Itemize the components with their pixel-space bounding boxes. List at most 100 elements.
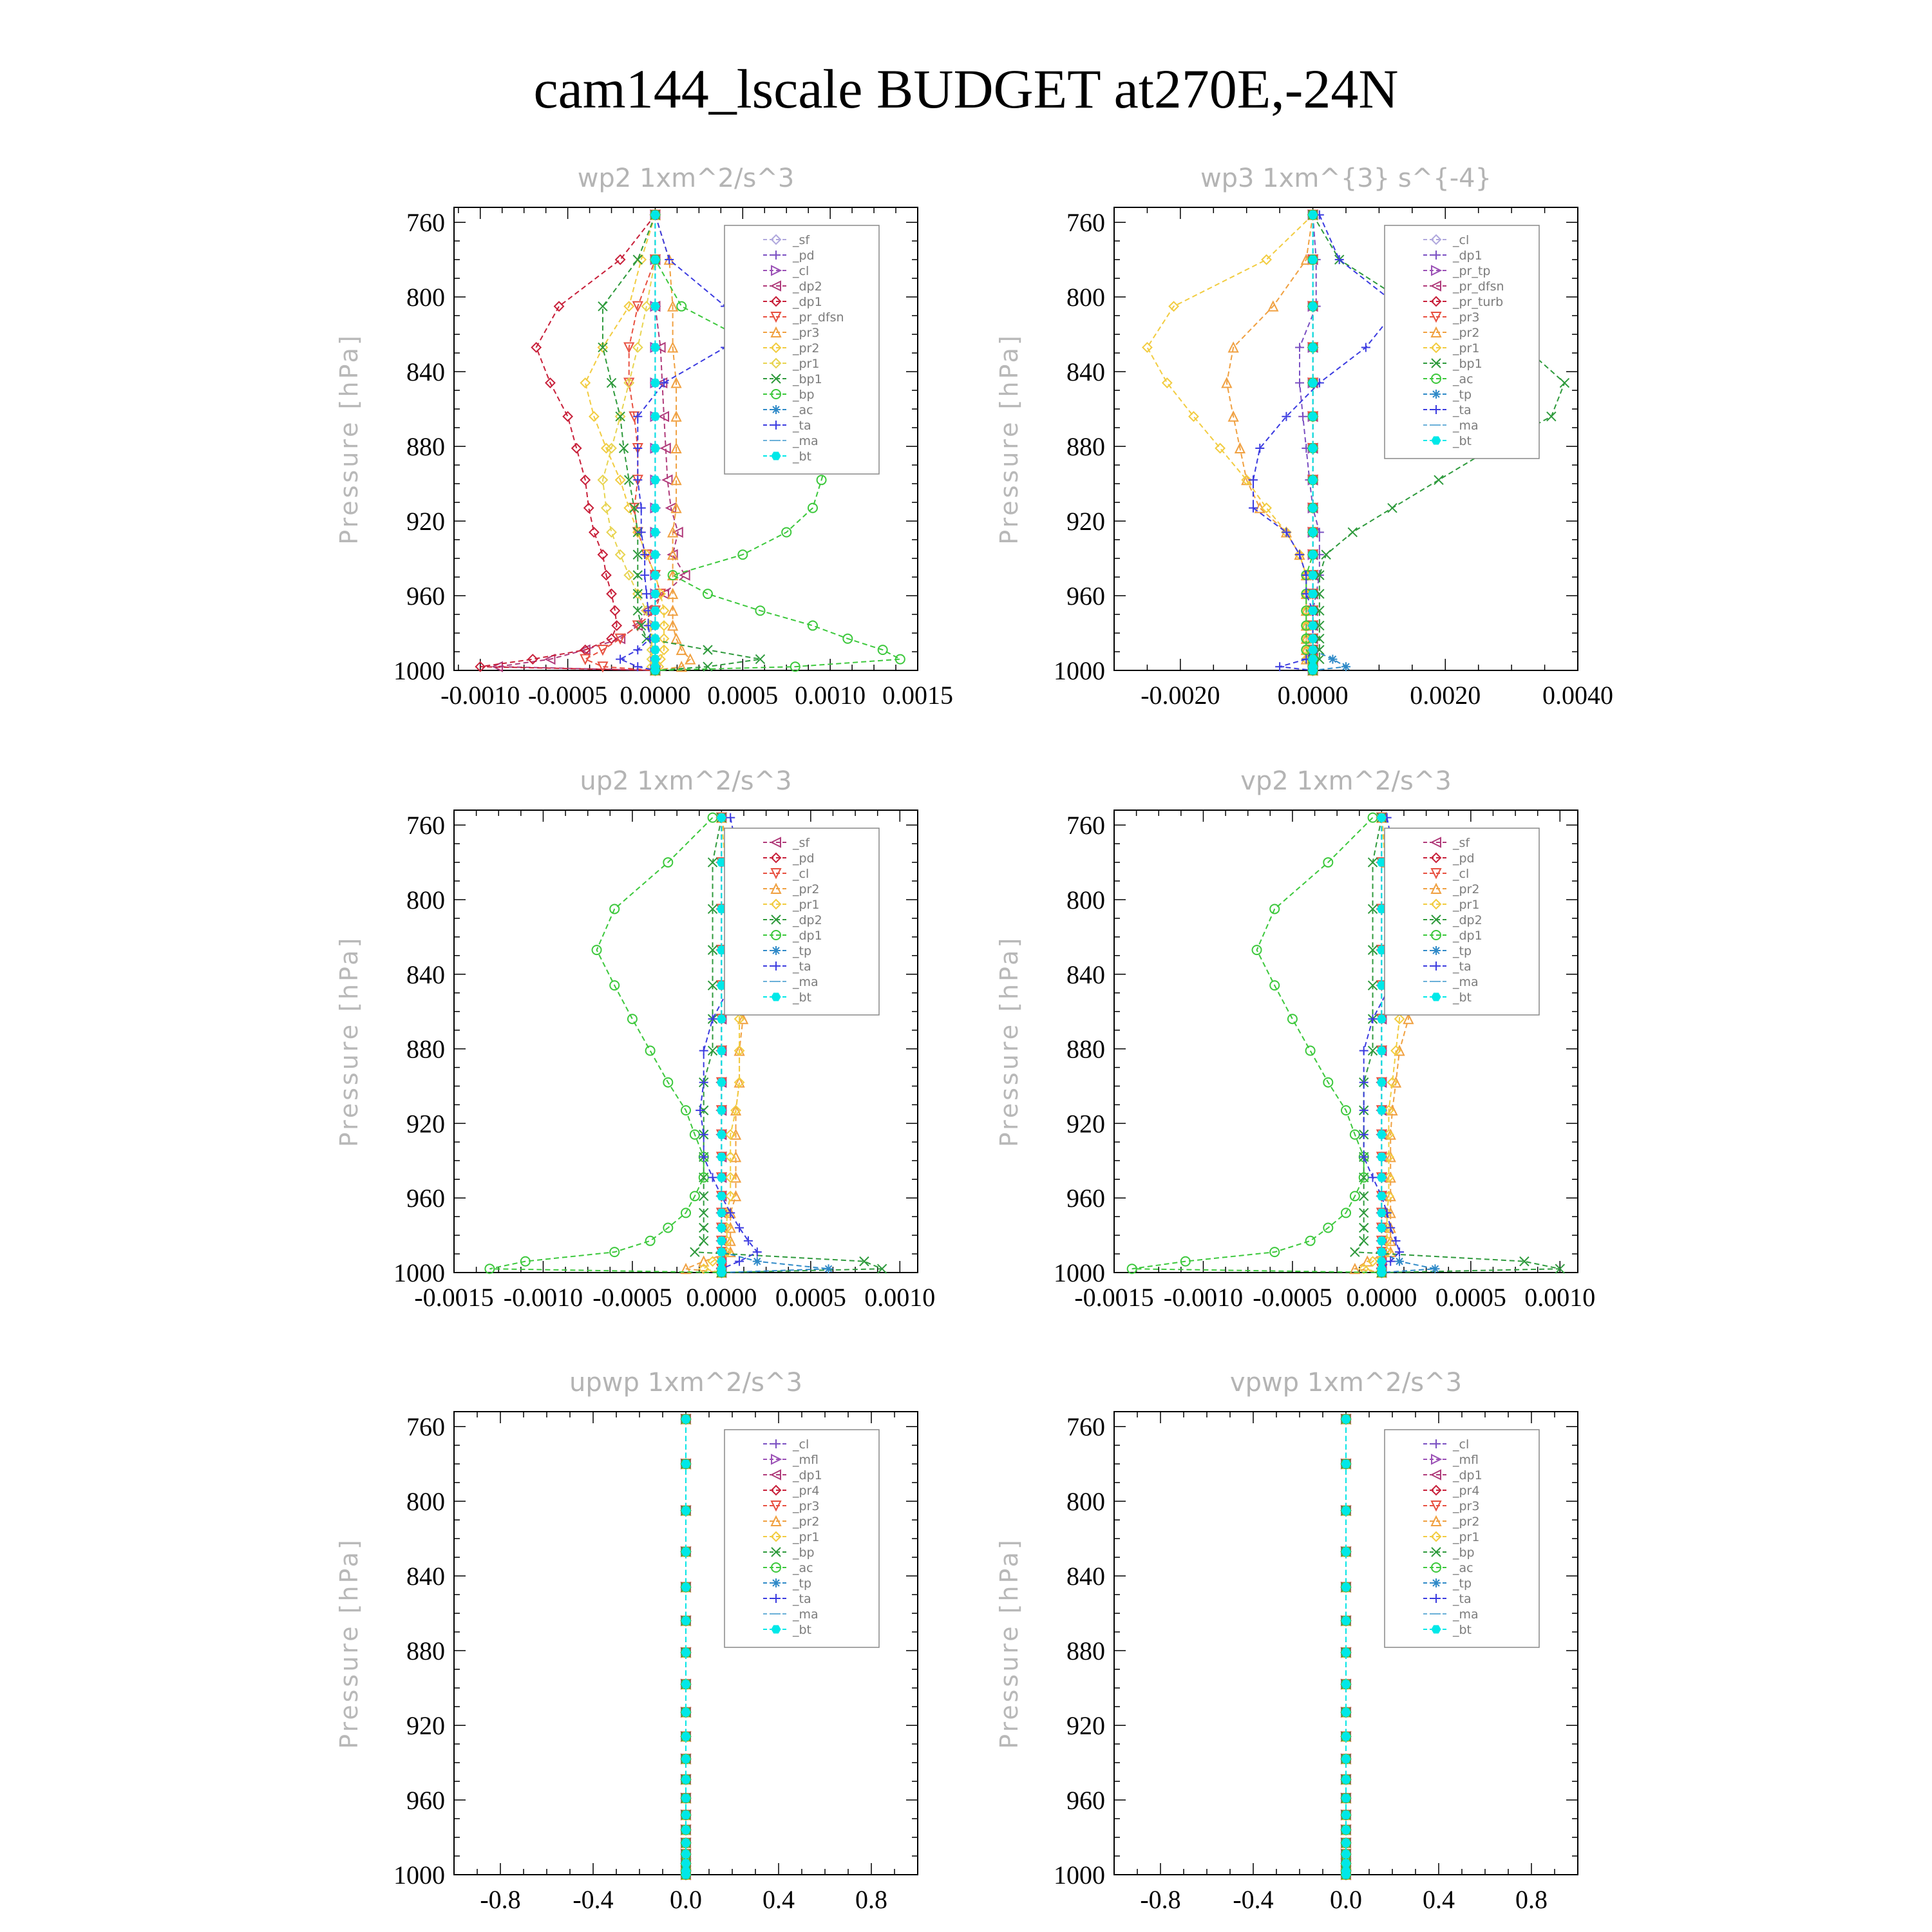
data-point <box>698 1263 710 1274</box>
data-point <box>681 1680 691 1689</box>
panel-title: wp2 1xm^2/s^3 <box>578 164 795 193</box>
legend-label: _ma <box>1452 419 1479 433</box>
x-tick-label: -0.8 <box>480 1885 520 1914</box>
data-point <box>632 301 643 312</box>
data-point <box>681 1870 691 1879</box>
legend-marker <box>1430 1469 1441 1481</box>
legend-marker <box>1431 914 1441 925</box>
y-axis-label: Pressure [hPa] <box>335 936 363 1148</box>
x-tick-label: -0.0020 <box>1141 681 1220 710</box>
y-tick-label: 840 <box>1066 960 1105 989</box>
data-point <box>614 549 626 560</box>
data-point <box>1367 980 1378 990</box>
data-point <box>1359 1106 1368 1115</box>
data-point <box>1323 1077 1334 1088</box>
data-point <box>623 342 635 354</box>
data-point <box>681 1208 691 1218</box>
data-point <box>755 654 766 665</box>
data-point <box>699 1077 708 1087</box>
data-point <box>716 858 726 867</box>
legend-label: _sf <box>792 836 810 850</box>
data-point <box>632 620 643 632</box>
legend-label: _pd <box>1452 851 1475 866</box>
legend-label: _bt <box>1452 1623 1472 1637</box>
data-point <box>681 1850 691 1859</box>
data-point <box>1314 620 1325 631</box>
legend-label: _tp <box>1452 388 1472 402</box>
legend-label: _bt <box>792 990 811 1005</box>
data-point <box>1341 1708 1351 1717</box>
data-point <box>1341 1506 1351 1515</box>
x-tick-label: 0.0015 <box>882 681 953 710</box>
data-point <box>1341 1680 1351 1689</box>
y-tick-label: 1000 <box>1054 656 1105 685</box>
x-tick-label: 0.0010 <box>1524 1283 1595 1312</box>
data-point <box>895 654 905 665</box>
data-point <box>645 1235 656 1246</box>
legend: _sf_pd_cl_pr2 _pr1_dp2 _dp1_tp _ta_ma_bt <box>724 828 880 1016</box>
legend-marker <box>1431 992 1441 1001</box>
data-point <box>716 1268 726 1277</box>
data-point <box>707 904 718 914</box>
legend-marker <box>772 405 781 414</box>
data-point <box>716 1130 726 1139</box>
data-point <box>816 475 827 486</box>
data-point <box>632 620 643 632</box>
series-bt <box>1376 813 1387 1277</box>
data-point <box>667 341 679 353</box>
data-point <box>1358 1236 1369 1246</box>
x-tick-label: -0.4 <box>1233 1885 1273 1914</box>
data-point <box>716 1247 726 1256</box>
legend: _sf_pd_cl_dp2_dp1_pr_dfsn_pr3_pr2_pr1_bp… <box>724 225 880 475</box>
data-point <box>1350 1247 1360 1257</box>
legend-marker <box>1432 390 1441 399</box>
legend-label: _pr1 <box>1452 898 1479 912</box>
data-point <box>545 377 556 388</box>
data-point <box>681 1616 691 1625</box>
data-point <box>614 411 626 422</box>
legend-label: _pr1 <box>792 898 819 912</box>
x-tick-label: -0.8 <box>1140 1885 1180 1914</box>
data-point <box>743 1236 753 1245</box>
legend-marker <box>1430 868 1442 880</box>
data-point <box>1386 1223 1396 1233</box>
data-point <box>724 1190 736 1202</box>
data-point <box>588 411 600 422</box>
data-point <box>1234 442 1246 453</box>
data-point <box>1314 645 1325 655</box>
y-tick-label: 920 <box>406 1711 445 1740</box>
legend-label: _bp <box>792 1546 815 1560</box>
data-point <box>1555 1264 1566 1274</box>
data-point <box>1376 1247 1387 1256</box>
data-point <box>716 1106 726 1115</box>
series-line <box>497 214 686 671</box>
x-tick-label: 0.0005 <box>707 681 778 710</box>
data-point <box>544 653 556 665</box>
data-point <box>734 1045 745 1056</box>
data-point <box>724 1151 736 1162</box>
data-point <box>1376 1130 1387 1139</box>
panel-upwp: upwp 1xm^2/s^3 Pressure [hPa] 760 800 840 880… <box>335 1368 918 1914</box>
series-tp <box>1308 210 1350 675</box>
panel-vpwp: vpwp 1xm^2/s^3 Pressure [hPa] 760 800 840 880… <box>995 1368 1578 1914</box>
series-line <box>1226 214 1314 670</box>
x-tick-label: 0.0010 <box>864 1283 935 1312</box>
data-point <box>876 1264 887 1274</box>
x-tick-label: -0.0005 <box>1253 1283 1332 1312</box>
data-point <box>1269 904 1280 914</box>
data-point <box>698 1255 710 1267</box>
y-tick-label: 1000 <box>393 1861 445 1889</box>
data-point <box>1358 1191 1369 1202</box>
series-pr1 <box>597 209 661 676</box>
x-tick-label: 0.0010 <box>795 681 866 710</box>
series-line <box>480 214 656 671</box>
y-tick-label: 960 <box>1066 1184 1105 1213</box>
data-point <box>681 1794 691 1803</box>
legend-label: _ac <box>1452 372 1473 386</box>
data-point <box>1341 1754 1351 1763</box>
legend-marker <box>772 946 781 955</box>
legend-marker <box>1432 946 1441 955</box>
data-point <box>623 569 635 581</box>
data-point <box>475 661 486 672</box>
series-bt <box>1341 1415 1351 1879</box>
